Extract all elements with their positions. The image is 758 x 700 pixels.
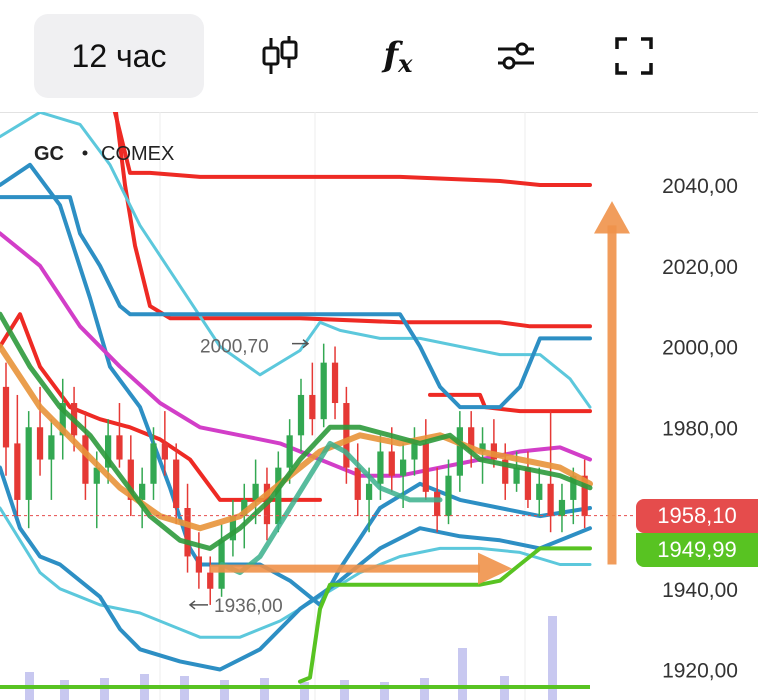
high-annotation-arrow bbox=[292, 339, 310, 349]
candle-body-28 bbox=[320, 362, 327, 420]
candle-body-42 bbox=[479, 443, 486, 452]
orange-ma-line bbox=[0, 343, 593, 532]
green-ma-line bbox=[0, 311, 593, 551]
candle-body-18 bbox=[207, 572, 214, 589]
candle-body-49 bbox=[558, 499, 566, 517]
candle-body-25 bbox=[286, 435, 293, 468]
candle-body-2 bbox=[25, 427, 32, 500]
volume-bar-13 bbox=[548, 616, 557, 700]
low-annotation-label: 1936,00 bbox=[214, 596, 283, 617]
candle-body-39 bbox=[445, 475, 452, 517]
candle-body-50 bbox=[570, 475, 577, 500]
candle-body-14 bbox=[161, 443, 168, 460]
red-band-line-0 bbox=[112, 112, 592, 187]
price-chart[interactable]: 2040,00 2020,00 2000,00 1980,00 1940,00 1920,… bbox=[0, 112, 758, 700]
candle-body-40 bbox=[456, 427, 463, 476]
settings-sliders-icon[interactable] bbox=[490, 30, 542, 82]
candlestick-icon[interactable] bbox=[254, 30, 306, 82]
candle-body-4 bbox=[48, 435, 55, 460]
candle-body-12 bbox=[139, 483, 146, 500]
symbol-separator-dot bbox=[82, 150, 88, 156]
candle-body-11 bbox=[127, 459, 134, 500]
candle-body-44 bbox=[502, 459, 509, 484]
vertical-arrow-head bbox=[594, 201, 630, 234]
y-tick-label-2: 2000,00 bbox=[662, 337, 738, 360]
candle-body-51 bbox=[581, 475, 588, 517]
volume-bar-8 bbox=[340, 680, 349, 700]
candle-body-9 bbox=[104, 435, 112, 468]
candle-body-26 bbox=[297, 394, 305, 436]
candle-body-13 bbox=[150, 443, 157, 484]
candle-body-36 bbox=[411, 443, 418, 460]
y-tick-label-5: 1920,00 bbox=[662, 660, 738, 683]
high-annotation-label: 2000,70 bbox=[200, 337, 269, 358]
last-price-badge: 1958,10 bbox=[636, 499, 758, 533]
candle-body-15 bbox=[173, 459, 180, 508]
candle-body-31 bbox=[354, 467, 361, 500]
candle-body-33 bbox=[377, 451, 384, 484]
candle-body-45 bbox=[513, 467, 520, 484]
candle-body-17 bbox=[195, 556, 203, 573]
candle-body-22 bbox=[252, 483, 259, 500]
volume-bar-5 bbox=[220, 680, 229, 700]
candle-body-1 bbox=[14, 443, 21, 500]
cyan-band-line-0 bbox=[0, 112, 592, 409]
y-tick-label-3: 1980,00 bbox=[662, 417, 738, 440]
candle-body-10 bbox=[116, 435, 123, 460]
symbol-label: GC bbox=[34, 143, 64, 165]
candle-body-30 bbox=[343, 403, 350, 468]
cyan-band-line-1 bbox=[0, 506, 592, 639]
candle-body-35 bbox=[399, 459, 407, 476]
lime-level-line bbox=[298, 546, 592, 684]
candle-body-3 bbox=[36, 427, 44, 460]
candle-body-38 bbox=[434, 491, 441, 517]
candle-body-48 bbox=[547, 483, 554, 517]
red-band-line-3 bbox=[428, 392, 592, 414]
function-icon[interactable]: fx bbox=[383, 34, 413, 78]
volume-bar-9 bbox=[380, 682, 389, 700]
candle-body-21 bbox=[241, 499, 248, 517]
interval-selector-button[interactable]: 12 час bbox=[34, 14, 204, 98]
candle-body-34 bbox=[388, 451, 395, 476]
level-price-badge: 1949,99 bbox=[636, 533, 758, 567]
candle-body-29 bbox=[331, 362, 339, 404]
exchange-label: COMEX bbox=[101, 143, 174, 165]
candle-body-24 bbox=[275, 467, 282, 525]
horizontal-arrow-head bbox=[478, 552, 512, 585]
candle-body-5 bbox=[59, 403, 66, 436]
candle-body-0 bbox=[2, 386, 10, 448]
y-tick-label-0: 2040,00 bbox=[662, 175, 738, 198]
y-tick-label-4: 1940,00 bbox=[662, 579, 738, 602]
candle-body-8 bbox=[93, 467, 100, 484]
fullscreen-icon[interactable] bbox=[608, 30, 660, 82]
candle-body-27 bbox=[309, 394, 316, 420]
candle-body-41 bbox=[468, 427, 475, 452]
red-band-line-2 bbox=[113, 112, 592, 329]
blue-band-line-2 bbox=[0, 465, 592, 672]
y-tick-label-1: 2020,00 bbox=[662, 256, 738, 279]
candle-body-32 bbox=[365, 483, 373, 500]
candle-body-47 bbox=[536, 483, 543, 500]
blue-band-line-1 bbox=[0, 162, 592, 607]
volume-bar-11 bbox=[458, 648, 467, 700]
candle-body-37 bbox=[422, 443, 429, 492]
candle-body-16 bbox=[184, 508, 191, 557]
candle-body-20 bbox=[229, 516, 237, 541]
toolbar: 12 час fx bbox=[0, 0, 758, 113]
teal-line bbox=[219, 440, 443, 576]
low-annotation-arrow bbox=[188, 600, 208, 610]
red-band-line-1 bbox=[0, 312, 322, 502]
candle-body-46 bbox=[524, 467, 532, 500]
volume-bar-7 bbox=[300, 682, 309, 700]
volume-bar-1 bbox=[60, 680, 69, 700]
candle-body-7 bbox=[82, 435, 89, 484]
blue-band-line-0 bbox=[0, 195, 592, 410]
